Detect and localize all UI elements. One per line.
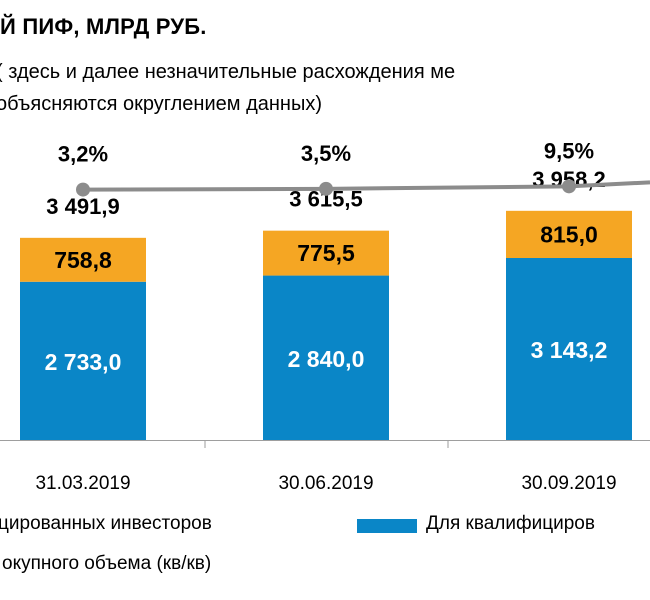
subtitle-line-1: ( здесь и далее незначительные расхожден… [0, 61, 456, 83]
bar-nonqualified-label-1: 758,8 [54, 247, 112, 273]
growth-point-1 [76, 182, 90, 197]
legend-item-qualified-label: Для квалифициров [426, 513, 595, 534]
bar-qualified-label-1: 2 733,0 [45, 349, 122, 375]
growth-line [82, 180, 650, 192]
x-tick-label-3: 30.09.2019 [521, 473, 616, 494]
bar-nonqualified-label-2: 775,5 [297, 240, 355, 266]
bar-nonqualified-2 [263, 230, 389, 276]
subtitle-line-2: объясняются округлением данных) [0, 93, 322, 115]
bar-qualified-1 [20, 281, 146, 440]
chart-subtitle: ( здесь и далее незначительные расхожден… [0, 56, 455, 120]
bar-total-label-1: 3 491,9 [46, 194, 119, 219]
bar-qualified-label-2: 2 840,0 [288, 346, 365, 372]
growth-point-3 [562, 179, 576, 194]
chart-title: Й ПИФ, МЛРД РУБ. [0, 14, 207, 39]
legend-swatch-blue [357, 519, 417, 533]
bar-qualified-2 [263, 275, 389, 440]
stacked-bar-chart: 2 733,0 758,8 3 491,9 31.03.2019 2 840,0 775,… [0, 138, 650, 494]
growth-point-2 [319, 181, 333, 196]
bar-qualified-label-3: 3 143,2 [531, 337, 608, 363]
bar-nonqualified-3 [506, 210, 632, 259]
legend-item-growth-label: окупного объема (кв/кв) [2, 553, 212, 574]
growth-label-3: 9,5% [544, 138, 594, 163]
x-tick-label-2: 30.06.2019 [278, 473, 373, 494]
bar-qualified-3 [506, 258, 632, 440]
growth-label-2: 3,5% [301, 141, 351, 166]
legend-item-nonqualified-label: цированных инвесторов [0, 513, 212, 534]
bar-nonqualified-label-3: 815,0 [540, 221, 598, 247]
x-tick-label-1: 31.03.2019 [35, 473, 130, 494]
growth-label-1: 3,2% [58, 142, 108, 167]
bar-nonqualified-1 [20, 237, 146, 282]
